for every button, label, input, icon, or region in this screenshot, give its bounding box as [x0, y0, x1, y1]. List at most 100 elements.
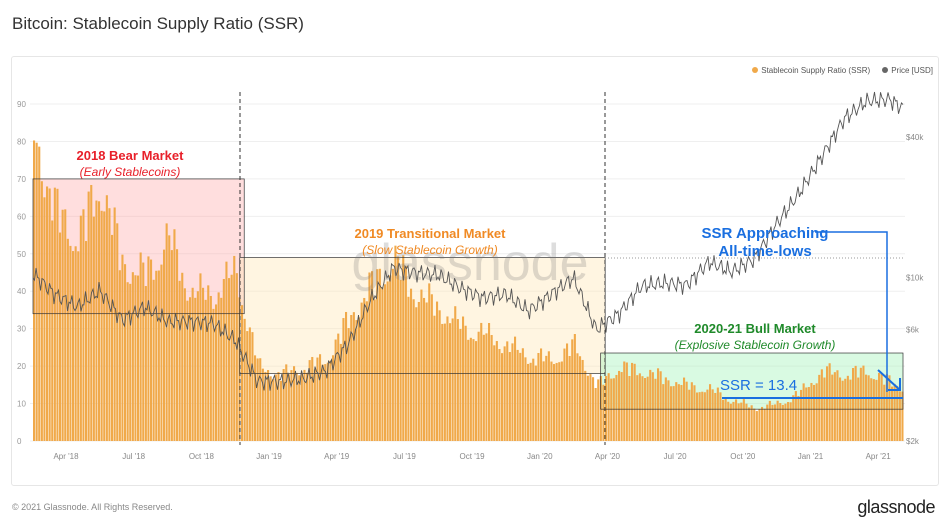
- ssr-bar: [815, 383, 818, 441]
- ssr-bar: [196, 291, 199, 441]
- ssr-bar: [750, 405, 753, 441]
- ssr-bar: [722, 399, 725, 441]
- ssr-bar: [126, 282, 129, 441]
- ssr-bar: [586, 375, 589, 441]
- ssr-bar: [685, 381, 688, 441]
- ssr-bar: [282, 369, 285, 441]
- ssr-bar: [716, 387, 719, 441]
- ssr-bar: [797, 395, 800, 441]
- watermark: glassnode: [351, 234, 588, 292]
- ssr-bar: [514, 336, 517, 441]
- ssr-bar: [155, 270, 158, 441]
- ssr-bar: [202, 287, 205, 441]
- ssr-bar: [787, 402, 790, 441]
- ssr-bar: [259, 358, 262, 441]
- ssr-bar: [77, 251, 80, 441]
- ssr-bar: [709, 384, 712, 441]
- ssr-bar: [766, 404, 769, 441]
- ssr-bar: [605, 375, 608, 441]
- ssr-bar: [176, 249, 179, 441]
- ssr-bar: [540, 348, 543, 441]
- ssr-bar: [719, 392, 722, 441]
- ssr-bar: [170, 250, 173, 441]
- ssr-bar: [677, 384, 680, 441]
- ssr-bar: [675, 382, 678, 441]
- ssr-bar: [607, 373, 610, 441]
- ssr-bar: [100, 210, 103, 441]
- ssr-bar: [859, 367, 862, 441]
- ssr-bar: [186, 300, 189, 441]
- ssr-bar: [620, 372, 623, 441]
- copyright: © 2021 Glassnode. All Rights Reserved.: [12, 502, 173, 512]
- ssr-bar: [896, 385, 899, 441]
- chart-card: [11, 56, 939, 486]
- ssr-bar: [779, 403, 782, 441]
- ssr-bar: [274, 374, 277, 441]
- ssr-bar: [475, 341, 478, 441]
- y-right-tick: $2k: [906, 437, 920, 446]
- ssr-bar: [308, 360, 311, 441]
- ssr-bar: [547, 351, 550, 441]
- ssr-bar: [594, 387, 597, 441]
- ssr-bar: [449, 323, 452, 441]
- ssr-bar: [144, 286, 147, 441]
- ssr-bar: [386, 281, 389, 441]
- ssr-bar: [66, 238, 69, 441]
- ssr-bar: [742, 399, 745, 441]
- ssr-bar: [329, 360, 332, 441]
- legend-item-price[interactable]: Price [USD]: [882, 66, 933, 75]
- legend-item-ssr[interactable]: Stablecoin Supply Ratio (SSR): [752, 66, 870, 75]
- ssr-bar: [748, 407, 751, 441]
- ssr-bar: [399, 279, 402, 441]
- ssr-bar: [189, 297, 192, 441]
- ssr-bar: [758, 409, 761, 441]
- ssr-bar: [397, 256, 400, 441]
- ssr-bar: [306, 372, 309, 441]
- ssr-bar: [212, 308, 215, 441]
- ssr-bar: [150, 259, 153, 441]
- ssr-bar: [844, 378, 847, 441]
- ssr-bar: [693, 385, 696, 441]
- ssr-bar: [558, 362, 561, 441]
- ssr-bar: [267, 370, 270, 441]
- ssr-bar: [774, 404, 777, 441]
- ssr-bar: [415, 307, 418, 441]
- ssr-bar: [831, 374, 834, 441]
- ssr-bar: [550, 361, 553, 441]
- ssr-dot-icon: [752, 67, 759, 73]
- ssr-bar: [649, 369, 652, 441]
- ssr-bar: [472, 339, 475, 441]
- ssr-bar: [854, 365, 857, 441]
- ssr-bar: [183, 288, 186, 441]
- ssr-bar: [334, 339, 337, 441]
- ssr-bar: [737, 403, 740, 441]
- ssr-bar: [74, 246, 77, 441]
- ssr-bar: [711, 389, 714, 441]
- ssr-bar: [373, 299, 376, 441]
- ssr-bar: [82, 209, 85, 441]
- ssr-bar: [571, 339, 574, 441]
- ssr-bar: [667, 380, 670, 441]
- ssr-bar: [696, 392, 699, 441]
- ssr-bar: [813, 384, 816, 441]
- ssr-bar: [436, 301, 439, 441]
- ssr-bar: [124, 264, 127, 441]
- ssr-bar: [659, 371, 662, 441]
- ssr-bar: [352, 312, 355, 441]
- ssr-bar: [118, 270, 121, 441]
- ssr-bar: [740, 402, 743, 441]
- ssr-bar: [807, 387, 810, 441]
- ssr-bar: [865, 374, 868, 441]
- legend-label: Price [USD]: [891, 66, 933, 75]
- ssr-bar: [597, 379, 600, 441]
- ssr-bar: [313, 369, 316, 441]
- ssr-bar: [446, 316, 449, 441]
- ssr-bar: [163, 249, 166, 441]
- ssr-bar: [836, 370, 839, 441]
- ssr-bar: [261, 368, 264, 441]
- ssr-bar: [61, 209, 64, 441]
- ssr-bar: [129, 283, 132, 441]
- ssr-bar: [602, 384, 605, 441]
- ssr-bar: [113, 207, 116, 441]
- ssr-bar: [688, 389, 691, 441]
